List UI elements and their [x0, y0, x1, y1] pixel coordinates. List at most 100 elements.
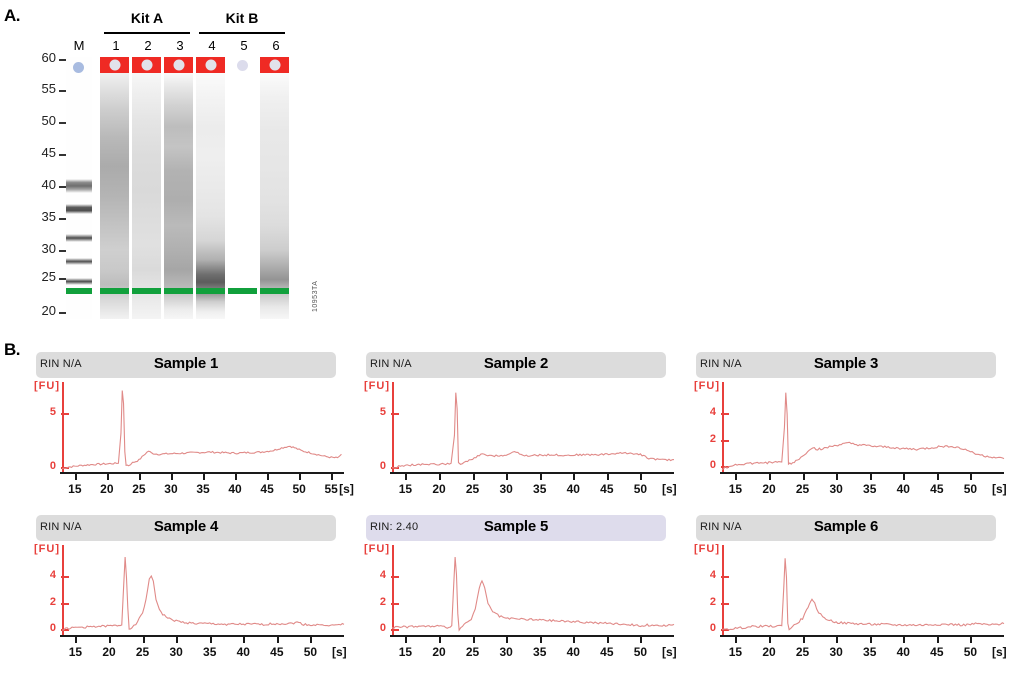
lower-marker-lane-2: [132, 288, 161, 294]
upper-marker-lane-5-absent: [237, 60, 248, 71]
y-tick-label: 4: [709, 569, 716, 581]
electropherogram-sample-6[interactable]: RIN N/A Sample 6 [FU] 0 2 4 15 20 25 30 35 40 45 5…: [686, 515, 1008, 675]
x-tick: [903, 473, 906, 480]
y-tick-label: 0: [49, 622, 56, 635]
epg-title: Sample 5: [483, 518, 549, 535]
ladder-dash-60: [59, 59, 68, 61]
kit-group-rule-b: [199, 32, 285, 34]
x-tick: [405, 636, 408, 643]
electropherogram-sample-5[interactable]: RIN: 2.40 Sample 5 [FU] 0 2 4 15 20 25 30 35 40 4…: [356, 515, 678, 675]
y-axis-unit-label: [FU]: [694, 380, 720, 392]
y-axis: [722, 545, 724, 637]
electropherogram-sample-3[interactable]: RIN N/A Sample 3 [FU] 0 2 4 15 20 25 30 35 40 45 5…: [686, 352, 1008, 512]
y-tick: [61, 629, 69, 632]
x-tick-label: 30: [169, 645, 183, 659]
ladder-tick-60: 60: [41, 50, 56, 65]
x-tick-label: 45: [930, 645, 944, 659]
ladder-tick-20: 20: [41, 303, 56, 318]
x-tick: [276, 636, 279, 643]
x-tick-label: 40: [896, 645, 910, 659]
x-axis-unit-label: [s]: [662, 645, 677, 659]
epg-header: [696, 352, 996, 378]
lower-marker-lane-5: [228, 288, 257, 294]
epg-header: [696, 515, 996, 541]
ladder-dash-40: [59, 186, 68, 188]
x-tick-label: 50: [633, 482, 648, 496]
ladder-tick-45: 45: [41, 145, 56, 160]
ladder-dash-30: [59, 250, 68, 252]
gel-lane-1: [100, 57, 129, 319]
gel-image-panel: Kit A Kit B M 1 2 3 4 5 6 60 55 50 45 40…: [0, 0, 340, 336]
plot-area: 0 2 4 15 20 25 30 35 40 45 50 [s]: [710, 382, 1007, 496]
ladder-tick-55: 55: [41, 81, 56, 96]
x-tick: [539, 636, 542, 643]
y-tick: [61, 602, 69, 605]
x-tick: [735, 473, 738, 480]
y-axis: [62, 545, 64, 637]
x-tick: [640, 473, 643, 480]
panel-a-letter: A.: [4, 6, 21, 25]
electropherogram-sample-2[interactable]: RIN N/A Sample 2 [FU] 0 5 15 20 25 30 35 40 45 50…: [356, 352, 678, 512]
lane-6-smear: [260, 73, 289, 319]
x-tick: [640, 636, 643, 643]
x-tick-label: 45: [600, 482, 614, 496]
x-tick-label: 25: [465, 482, 480, 496]
lower-marker-lane-3: [164, 288, 193, 294]
x-tick: [573, 636, 576, 643]
y-tick: [391, 602, 399, 605]
trace-curve: [391, 392, 675, 469]
rin-value: RIN N/A: [700, 358, 742, 370]
x-tick-label: 20: [432, 645, 446, 659]
x-tick-label: 40: [896, 482, 910, 496]
x-tick-label: 45: [270, 645, 284, 659]
x-tick-label: 50: [303, 645, 318, 659]
kit-group-label-a: Kit A: [130, 10, 164, 26]
y-tick-label: 4: [709, 406, 716, 418]
x-tick-label: 50: [963, 482, 978, 496]
y-tick-label: 2: [709, 595, 716, 608]
x-tick-label: 15: [68, 482, 82, 496]
x-axis: [60, 472, 344, 474]
plot-area: 0 2 4 15 20 25 30 35 40 45 50 [s]: [710, 545, 1007, 659]
trace-curve: [391, 556, 675, 632]
epg-header: [366, 515, 666, 541]
x-tick-label: 25: [795, 482, 810, 496]
x-tick-label: 30: [829, 482, 843, 496]
x-tick: [573, 473, 576, 480]
electropherogram-sample-4[interactable]: RIN N/A Sample 4 [FU] 0 2 4 15 20 25 30 35 40 45 5…: [26, 515, 348, 675]
x-tick-label: 30: [499, 482, 513, 496]
marker-hole-icon: [141, 59, 152, 71]
marker-hole-icon: [205, 59, 216, 71]
y-tick: [721, 413, 729, 415]
y-axis: [722, 382, 724, 474]
x-tick: [472, 473, 475, 480]
x-tick-label: 45: [930, 482, 944, 496]
rin-value: RIN: 2.40: [370, 521, 419, 533]
y-axis: [392, 545, 394, 637]
x-tick: [606, 636, 609, 643]
y-tick: [721, 439, 729, 442]
y-tick: [391, 413, 399, 416]
gel-lane-2: [132, 57, 161, 319]
y-axis-unit-label: [FU]: [34, 543, 60, 555]
x-tick: [903, 636, 906, 643]
x-tick: [735, 636, 738, 643]
electropherogram-sample-1[interactable]: RIN N/A Sample 1 [FU] 0 5 15 20 25 30 35 40 45 50…: [26, 352, 354, 512]
x-tick: [267, 473, 270, 480]
x-tick: [106, 473, 109, 480]
ladder-tick-30: 30: [41, 241, 56, 256]
x-axis-unit-label: [s]: [339, 482, 354, 496]
marker-hole-icon: [109, 59, 120, 71]
epg-title: Sample 6: [813, 518, 879, 535]
x-axis-unit-label: [s]: [662, 482, 677, 496]
marker-lane-upper-dot: [73, 62, 84, 73]
y-tick-label: 0: [379, 459, 386, 472]
plot-area: 0 5 15 20 25 30 35 40 45 50 [s]: [380, 382, 677, 496]
x-tick: [209, 636, 212, 643]
y-tick: [61, 466, 69, 469]
x-tick: [439, 636, 441, 643]
x-tick: [75, 636, 78, 643]
upper-marker-lane-4: [196, 57, 225, 73]
epg-header: [36, 352, 336, 378]
x-tick: [506, 473, 509, 480]
